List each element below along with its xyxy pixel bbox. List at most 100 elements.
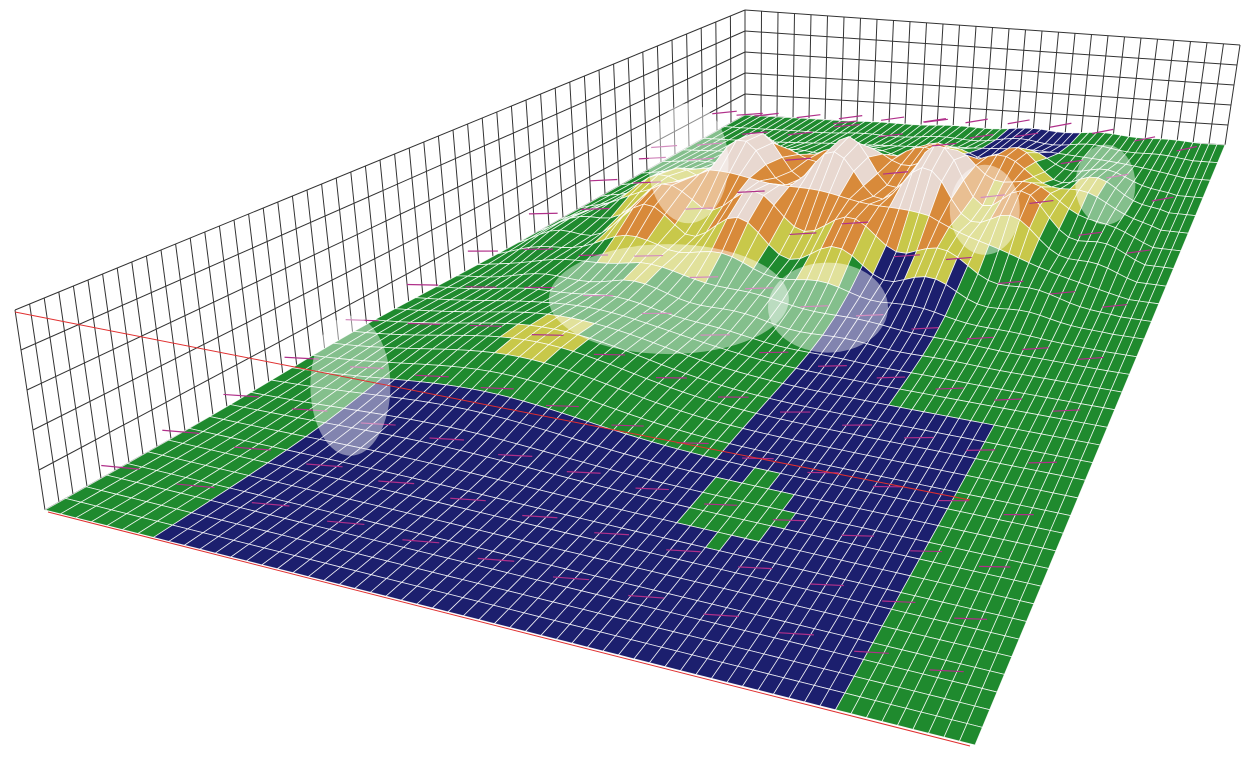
wind-vector-arrow — [1007, 119, 1030, 125]
wind-vector-arrow — [498, 453, 533, 457]
back-wall-gridline — [1064, 33, 1076, 136]
wind-vector-arrow — [638, 156, 666, 160]
left-wall-gridline — [496, 111, 508, 250]
wind-vector-arrow — [772, 519, 806, 522]
back-wall-gridline — [904, 21, 911, 126]
wind-vector-arrow — [855, 314, 884, 317]
wind-vector-arrow — [969, 134, 994, 139]
wind-vector-arrow — [633, 181, 662, 184]
wind-vector-arrow — [980, 194, 1005, 199]
left-wall-gridline — [686, 33, 690, 147]
wind-vector-arrow — [469, 324, 502, 327]
left-wall-gridline — [218, 225, 242, 400]
left-wall-gridline — [204, 231, 228, 408]
wind-vector-arrow — [881, 116, 905, 121]
wind-vector-arrow — [882, 171, 909, 175]
left-wall-gridline — [379, 159, 396, 313]
wind-vector-arrow — [528, 212, 558, 215]
back-wall-gridline — [1160, 40, 1175, 142]
left-wall-gridline — [14, 9, 746, 311]
left-wall-gridline — [189, 237, 214, 416]
wind-vector-arrow — [1028, 461, 1058, 464]
left-wall-gridline — [58, 291, 88, 487]
wind-vector-arrow — [176, 483, 215, 489]
wind-vector-arrow — [306, 463, 343, 468]
left-wall-gridline — [437, 135, 452, 281]
left-wall-gridline — [20, 30, 746, 351]
left-wall-gridline — [598, 69, 606, 195]
wind-vector-arrow — [689, 276, 719, 279]
left-wall-gridline — [14, 309, 46, 511]
left-wall-gridline — [408, 147, 424, 297]
left-wall-gridline — [335, 177, 354, 337]
wind-vector-arrow — [703, 613, 740, 618]
wind-vector-arrow — [965, 118, 988, 124]
wind-vector-arrow — [931, 142, 957, 147]
wind-vector-arrow — [590, 178, 618, 182]
wind-vector-arrow — [742, 131, 768, 135]
wind-vector-arrow — [581, 207, 610, 210]
wind-vector-arrow — [284, 356, 319, 360]
wind-vector-arrow — [628, 594, 665, 599]
wind-vector-arrow — [787, 131, 813, 136]
left-wall-gridline — [321, 183, 340, 345]
wind-vector-arrow — [841, 534, 874, 537]
left-wall-gridline — [394, 153, 410, 305]
wind-vector-arrow — [876, 376, 906, 379]
wind-vector-arrow — [594, 532, 630, 536]
wind-vector-arrow — [893, 254, 920, 258]
back-wall-gridline — [1192, 42, 1208, 144]
section-line — [47, 511, 971, 747]
wind-vector-arrow — [522, 514, 558, 519]
left-wall-gridline — [350, 171, 368, 329]
wind-vector-arrow — [817, 365, 847, 367]
wind-vector-arrow — [327, 520, 365, 526]
wind-vector-arrow — [935, 387, 964, 390]
wind-vector-arrow — [101, 464, 140, 470]
back-wall-gridline — [872, 19, 878, 124]
wind-vector-arrow — [651, 144, 678, 149]
wind-vector-arrow — [477, 557, 515, 562]
back-wall-gridline — [1208, 43, 1224, 145]
left-wall-gridline — [32, 72, 746, 431]
back-wall-gridline — [984, 27, 993, 131]
left-wall-gridline — [160, 249, 186, 432]
cloud-surface — [548, 244, 789, 355]
wind-vector-arrow — [998, 280, 1024, 285]
left-wall-gridline — [715, 21, 718, 131]
wind-vector-arrow — [378, 480, 415, 485]
back-wall-gridline — [1176, 41, 1191, 143]
wind-vector-arrow — [841, 221, 869, 225]
wind-vector-arrow — [800, 305, 829, 308]
wind-vector-arrow — [1060, 159, 1084, 165]
wind-vector-arrow — [162, 429, 200, 434]
left-wall-gridline — [364, 165, 382, 321]
section-lines — [14, 311, 971, 747]
back-wall-gridline — [808, 14, 812, 120]
left-wall-gridline — [423, 141, 438, 289]
wind-vector-arrow — [360, 422, 396, 426]
wind-vector-arrow — [966, 336, 994, 340]
wind-vector-arrow — [292, 408, 328, 412]
back-wall-gridline — [824, 15, 828, 121]
wind-vector-arrow — [785, 157, 812, 161]
wind-vector-arrow — [1151, 196, 1174, 202]
back-wall-gridline — [1080, 34, 1092, 137]
wind-vector-arrow — [712, 110, 737, 115]
wind-vector-arrow — [923, 117, 947, 123]
left-wall-gridline — [262, 207, 284, 376]
wind-vector-arrow — [1022, 347, 1049, 351]
wind-vector-arrow — [882, 600, 916, 604]
left-wall-gridline — [613, 63, 620, 187]
left-wall-gridline — [510, 105, 522, 242]
wind-vector-arrow — [789, 232, 817, 236]
wind-vector-arrow — [545, 404, 579, 408]
back-wall-gridline — [1000, 28, 1010, 132]
left-wall-gridline — [627, 57, 634, 179]
left-wall-gridline — [569, 81, 578, 210]
wind-vector-arrow — [407, 322, 441, 325]
wind-vector-arrow — [223, 393, 260, 398]
wind-vector-arrow — [736, 112, 763, 116]
back-wall-gridline — [1032, 30, 1043, 134]
back-wall-gridline — [1016, 29, 1026, 133]
